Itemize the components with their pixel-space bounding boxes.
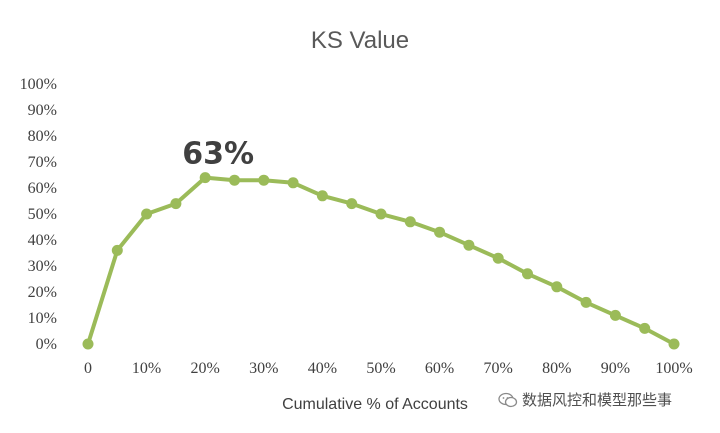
- y-tick-label: 80%: [28, 128, 57, 145]
- y-tick-label: 0%: [36, 336, 57, 353]
- data-point: [580, 296, 592, 308]
- y-axis-ticks: 0% 10% 20% 30% 40% 50% 60% 70% 80% 90% 100%: [20, 76, 57, 353]
- series-layer: [82, 172, 680, 350]
- data-point: [170, 198, 182, 210]
- data-point: [639, 322, 651, 334]
- y-tick-label: 70%: [28, 154, 57, 171]
- x-tick-label: 20%: [191, 360, 220, 377]
- data-point: [404, 216, 416, 228]
- wechat-icon: [498, 392, 518, 407]
- y-tick-label: 40%: [28, 232, 57, 249]
- x-tick-label: 40%: [308, 360, 337, 377]
- y-tick-label: 10%: [28, 310, 57, 327]
- y-tick-label: 20%: [28, 284, 57, 301]
- data-point: [551, 281, 563, 293]
- x-tick-label: 80%: [542, 360, 571, 377]
- data-point: [375, 208, 387, 220]
- y-tick-label: 90%: [28, 102, 57, 119]
- y-tick-label: 30%: [28, 258, 57, 275]
- data-point: [668, 338, 680, 350]
- data-point: [463, 239, 475, 251]
- data-point: [229, 174, 240, 186]
- data-point: [199, 172, 211, 184]
- x-tick-label: 100%: [655, 360, 692, 377]
- chart-title: KS Value: [311, 27, 409, 54]
- data-point: [141, 208, 153, 220]
- x-tick-label: 30%: [249, 360, 278, 377]
- data-point: [434, 226, 446, 238]
- y-tick-label: 60%: [28, 180, 57, 197]
- data-point: [316, 190, 328, 202]
- data-point: [287, 177, 299, 189]
- watermark: 数据风控和模型那些事: [498, 389, 672, 410]
- peak-annotation: 63%: [182, 137, 254, 172]
- y-tick-label: 50%: [28, 206, 57, 223]
- x-tick-label: 70%: [484, 360, 513, 377]
- x-tick-label: 90%: [601, 360, 630, 377]
- x-axis-ticks: 0 10% 20% 30% 40% 50% 60% 70% 80% 90% 100%: [84, 360, 693, 377]
- data-point: [609, 309, 621, 321]
- y-tick-label: 100%: [20, 76, 57, 93]
- data-point: [111, 244, 123, 256]
- x-tick-label: 60%: [425, 360, 454, 377]
- data-point: [346, 198, 358, 210]
- data-point: [522, 268, 533, 280]
- data-point: [258, 174, 270, 186]
- x-tick-label: 50%: [366, 360, 395, 377]
- x-tick-label: 10%: [132, 360, 161, 377]
- x-axis-label: Cumulative % of Accounts: [282, 396, 468, 413]
- x-tick-label: 0: [84, 360, 92, 377]
- watermark-text: 数据风控和模型那些事: [522, 391, 673, 409]
- data-point: [82, 338, 94, 350]
- data-point: [492, 252, 504, 264]
